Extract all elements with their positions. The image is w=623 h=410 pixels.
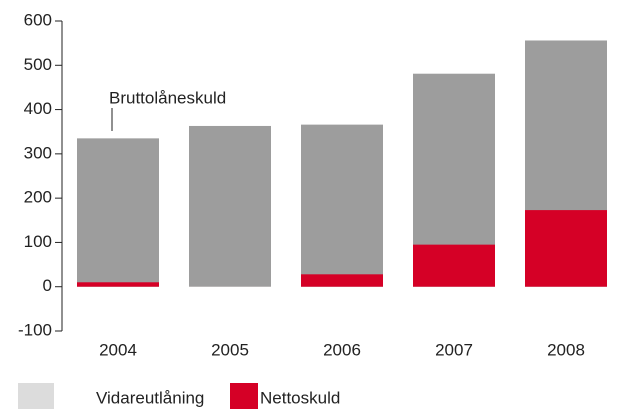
x-tick-label: 2004: [99, 340, 137, 359]
x-tick-label: 2005: [211, 340, 249, 359]
bar: [77, 282, 159, 287]
legend-swatch: [230, 383, 258, 409]
annotation: Bruttolåneskuld: [109, 88, 226, 107]
y-tick-label: 0: [43, 276, 52, 295]
y-tick-label: 500: [24, 55, 52, 74]
bar: [525, 210, 607, 287]
bar: [301, 124, 383, 287]
legend-label: Nettoskuld: [260, 388, 340, 407]
x-tick-label: 2006: [323, 340, 361, 359]
bar: [77, 138, 159, 287]
legend-label: Vidareutlåning: [96, 388, 204, 407]
legend-swatch: [18, 383, 54, 409]
x-tick-label: 2008: [547, 340, 585, 359]
y-tick-label: 400: [24, 99, 52, 118]
bar: [413, 244, 495, 287]
x-tick-label: 2007: [435, 340, 473, 359]
y-tick-label: 300: [24, 143, 52, 162]
bar: [189, 125, 271, 287]
y-tick-label: 600: [24, 10, 52, 29]
y-tick-label: 200: [24, 188, 52, 207]
y-tick-label: 100: [24, 232, 52, 251]
y-tick-label: -100: [18, 320, 52, 339]
bar: [301, 274, 383, 287]
